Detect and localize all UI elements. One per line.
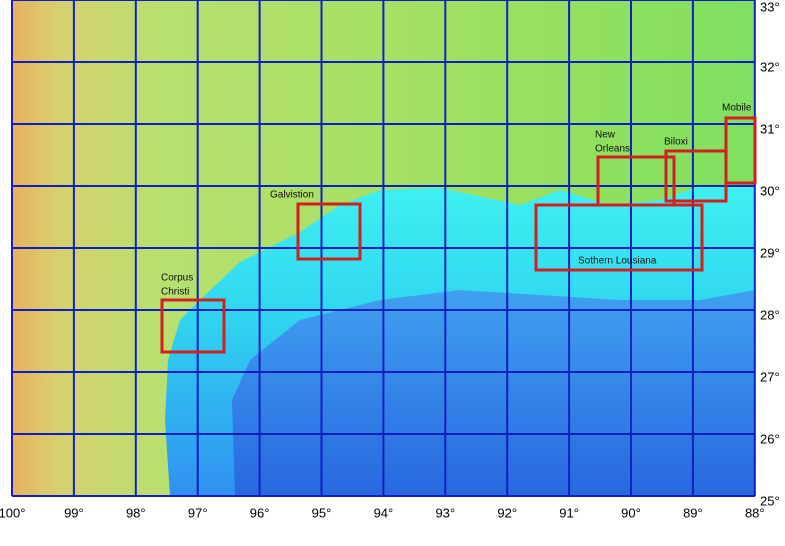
lon-label: 93° — [435, 505, 455, 520]
lon-label: 100° — [0, 505, 25, 520]
region-label: Corpus — [161, 273, 193, 284]
region-label: Mobile — [722, 103, 752, 114]
region-label: Christi — [161, 287, 189, 298]
grid — [11, 0, 756, 497]
region-box — [296, 202, 362, 261]
lon-label: 89° — [683, 505, 703, 520]
lon-label: 97° — [188, 505, 208, 520]
lat-label: 32° — [760, 59, 780, 74]
lon-label: 88° — [745, 505, 765, 520]
lon-label: 91° — [559, 505, 579, 520]
lat-label: 28° — [760, 307, 780, 322]
lon-label: 99° — [64, 505, 84, 520]
region-label: Sothern Lousiana — [578, 256, 657, 267]
region-box — [534, 203, 704, 272]
lat-label: 27° — [760, 369, 780, 384]
region-label: Orleans — [595, 144, 630, 155]
lon-label: 92° — [497, 505, 517, 520]
lat-label: 30° — [760, 183, 780, 198]
region-label: New — [595, 130, 616, 141]
lon-label: 95° — [312, 505, 332, 520]
lon-label: 96° — [250, 505, 270, 520]
lat-label: 31° — [760, 121, 780, 136]
lon-label: 98° — [126, 505, 146, 520]
deep-sea — [232, 290, 755, 496]
lon-label: 94° — [374, 505, 394, 520]
lat-label: 25° — [760, 493, 780, 508]
region-label: Galvistion — [270, 190, 314, 201]
lat-label: 33° — [760, 0, 780, 14]
region-label: Biloxi — [664, 137, 688, 148]
lat-label: 29° — [760, 245, 780, 260]
lat-label: 26° — [760, 431, 780, 446]
region-box — [160, 298, 226, 354]
lon-label: 90° — [621, 505, 641, 520]
region-box — [724, 116, 757, 185]
regions — [160, 116, 757, 354]
